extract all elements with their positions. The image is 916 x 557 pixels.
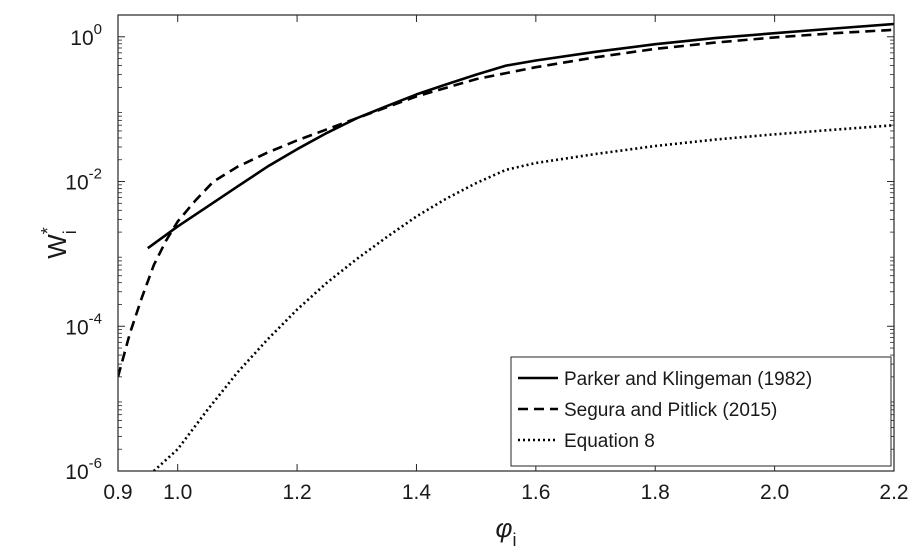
- series-segura-pitlick-line: [118, 28, 894, 378]
- x-axis-label-base: φ: [496, 513, 513, 543]
- y-tick-label: 10-6: [65, 455, 102, 484]
- series-equation-8-line: [152, 123, 894, 471]
- y-axis-label-superscript: *: [38, 227, 58, 234]
- legend-box: [510, 356, 892, 467]
- legend-label-segura: Segura and Pitlick (2015): [564, 400, 777, 421]
- y-axis-label-subscript: i: [60, 230, 80, 234]
- x-tick-label: 1.6: [521, 481, 550, 504]
- series-layer: [118, 22, 894, 471]
- y-tick-label: 10-2: [65, 166, 102, 195]
- series-parker-klingeman-line: [147, 22, 894, 250]
- x-axis-label: φi: [496, 513, 517, 550]
- x-tick-label: 1.0: [163, 481, 192, 504]
- x-tick-label: 2.0: [760, 481, 789, 504]
- y-tick-label: 10-4: [65, 310, 102, 339]
- legend-label-equation8: Equation 8: [564, 431, 655, 452]
- y-axis-label-base: W: [42, 234, 72, 259]
- x-tick-label: 2.2: [879, 481, 908, 504]
- y-tick-label: 100: [70, 21, 102, 50]
- legend: Parker and Klingeman (1982) Segura and P…: [510, 356, 892, 467]
- y-axis-label: W* i: [38, 227, 80, 259]
- x-tick-label: 1.2: [282, 481, 311, 504]
- x-axis-label-subscript: i: [512, 530, 516, 550]
- plot-frame: [117, 14, 895, 472]
- x-tick-label: 1.4: [402, 481, 432, 504]
- legend-label-parker: Parker and Klingeman (1982): [564, 369, 812, 390]
- x-tick-label: 0.9: [103, 481, 132, 504]
- x-tick-label: 1.8: [641, 481, 670, 504]
- ticks-layer: 0.9 1.0 1.2 1.4 1.6 1.8 2.0 2.2 10-6 10-4 10-2 100: [65, 14, 909, 504]
